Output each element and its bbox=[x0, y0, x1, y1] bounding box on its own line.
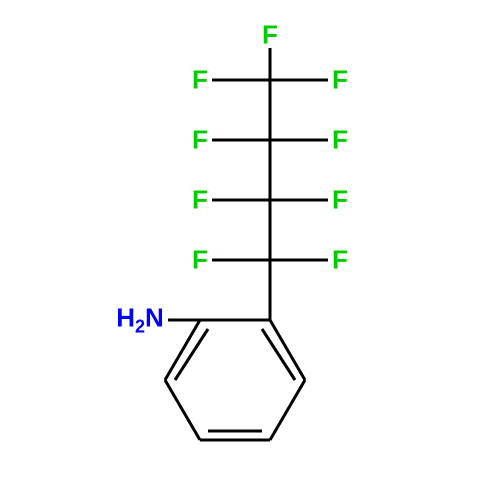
fluorine-atom-r1-right: F bbox=[332, 65, 348, 96]
fluorine-atom-r4-right: F bbox=[332, 245, 348, 276]
fluorine-atom-top: F bbox=[262, 20, 278, 51]
fluorine-atom-r2-right: F bbox=[332, 125, 348, 156]
amine-sub: 2 bbox=[135, 317, 145, 337]
amine-h: H bbox=[116, 302, 135, 332]
molecule-bonds bbox=[0, 0, 500, 500]
fluorine-atom-r4-left: F bbox=[192, 245, 208, 276]
fluorine-atom-r1-left: F bbox=[192, 65, 208, 96]
amine-group: H2N bbox=[116, 302, 164, 337]
fluorine-atom-r3-left: F bbox=[192, 185, 208, 216]
amine-n: N bbox=[145, 302, 164, 332]
fluorine-atom-r2-left: F bbox=[192, 125, 208, 156]
fluorine-atom-r3-right: F bbox=[332, 185, 348, 216]
